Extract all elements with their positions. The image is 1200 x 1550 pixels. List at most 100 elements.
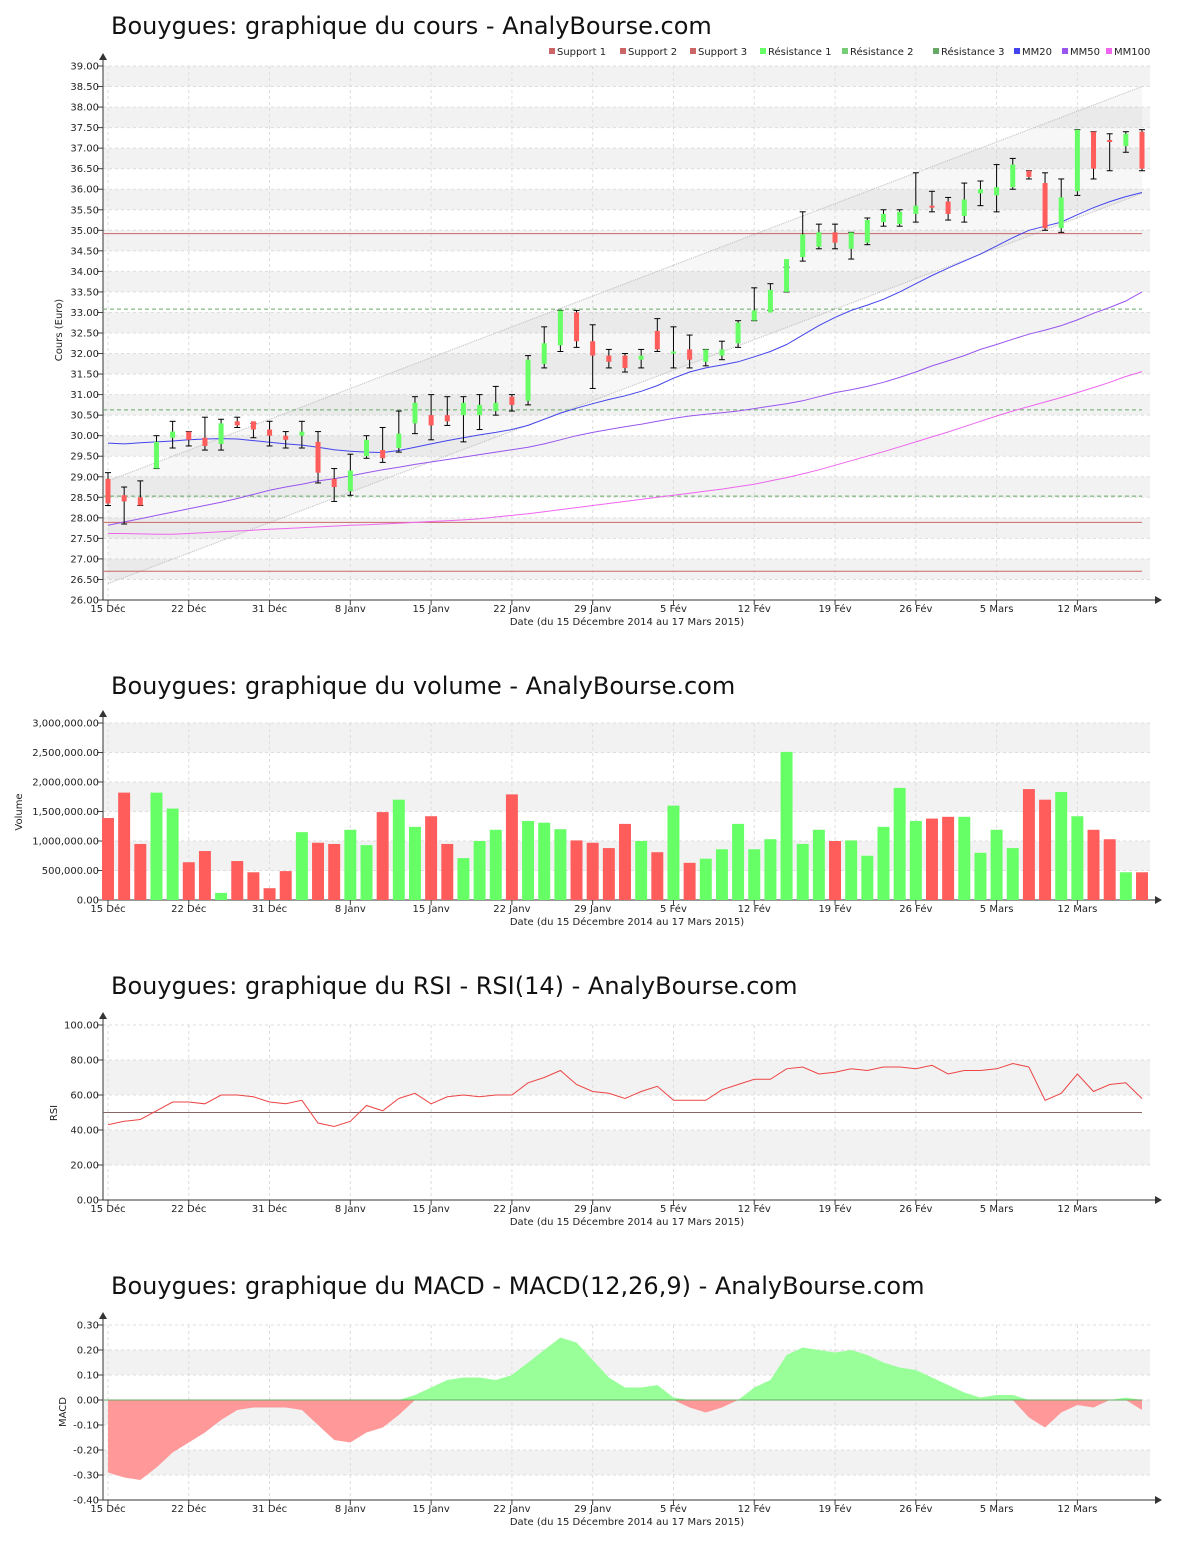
price-grid-band	[103, 189, 1150, 210]
price-candle	[1122, 131, 1129, 153]
candle-body	[881, 213, 886, 223]
legend-label: MM20	[1022, 47, 1052, 58]
macd-x-tick-label: 5 Mars	[980, 1504, 1014, 1515]
price-candle	[1058, 178, 1065, 233]
candle-body	[380, 450, 386, 459]
volume-bar	[683, 862, 696, 900]
price-candle	[185, 431, 192, 447]
macd-x-tick-label: 29 Janv	[574, 1504, 611, 1515]
rsi-y-tick-label: 100.00	[64, 1021, 99, 1032]
macd-y-axis-arrow	[99, 1312, 107, 1319]
price-candle	[411, 396, 418, 435]
price-grid-band	[103, 312, 1150, 333]
candle-body	[170, 431, 176, 438]
price-y-tick-label: 35.00	[70, 226, 99, 237]
rsi-x-tick-label: 31 Déc	[252, 1203, 287, 1215]
price-y-tick-label: 37.50	[70, 123, 99, 134]
volume-bar	[457, 858, 470, 900]
rsi-x-tick-label: 12 Mars	[1057, 1204, 1097, 1215]
volume-x-tick-label: 26 Fév	[899, 903, 932, 915]
price-candle	[363, 435, 370, 459]
rsi-x-tick-label: 15 Janv	[413, 1204, 450, 1215]
candle-body	[218, 423, 224, 444]
price-candle	[848, 231, 855, 260]
volume-bar	[150, 792, 163, 900]
macd-x-axis-label: Date (du 15 Décembre 2014 au 17 Mars 201…	[510, 1516, 744, 1528]
price-y-tick-label: 28.50	[70, 493, 99, 504]
candle-body	[186, 431, 192, 440]
price-y-axis-label: Cours (Euro)	[54, 299, 65, 362]
price-x-axis-label: Date (du 15 Décembre 2014 au 17 Mars 201…	[510, 616, 744, 628]
price-x-tick-label: 19 Fév	[818, 603, 851, 615]
rsi-x-tick-label: 15 Déc	[90, 1203, 125, 1215]
price-grid-band	[103, 107, 1150, 128]
candle-body	[864, 220, 870, 243]
macd-grid-band	[103, 1450, 1150, 1475]
price-candle	[928, 190, 935, 213]
price-y-tick-label: 33.00	[70, 308, 99, 319]
candle-body	[1091, 131, 1097, 169]
price-legend-item: Résistance 1	[760, 46, 831, 58]
volume-bar	[118, 792, 131, 900]
price-x-tick-label: 31 Déc	[252, 603, 287, 615]
volume-bar	[441, 843, 454, 900]
candle-body	[606, 355, 612, 362]
price-candle	[508, 394, 515, 412]
candle-body	[267, 429, 273, 436]
price-candle	[686, 334, 693, 369]
volume-bar	[554, 829, 567, 900]
volume-bar	[958, 816, 971, 900]
price-candle	[379, 426, 386, 463]
volume-x-axis-label: Date (du 15 Décembre 2014 au 17 Mars 201…	[510, 916, 744, 928]
macd-x-axis-arrow	[1155, 1496, 1162, 1504]
legend-label: Résistance 1	[768, 46, 831, 58]
volume-bar	[619, 823, 631, 900]
macd-y-tick-label: 0.10	[77, 1371, 99, 1382]
volume-bar	[408, 826, 421, 900]
macd-x-tick-label: 12 Fév	[738, 1503, 771, 1515]
price-grid-band	[103, 558, 1150, 580]
volume-bar	[732, 823, 745, 900]
price-y-tick-label: 32.00	[70, 349, 99, 360]
volume-bar	[473, 841, 486, 900]
price-y-tick-label: 35.50	[70, 205, 99, 216]
legend-swatch	[690, 48, 696, 54]
price-mm100-line	[108, 371, 1143, 535]
price-candle	[832, 223, 839, 250]
candle-body	[412, 402, 418, 424]
volume-bar	[877, 826, 890, 900]
candle-body	[1107, 139, 1113, 142]
candle-body	[477, 404, 483, 416]
candle-body	[638, 355, 644, 360]
rsi-y-tick-label: 80.00	[70, 1056, 99, 1067]
volume-x-tick-label: 15 Janv	[413, 904, 450, 915]
macd-y-axis-label: MACD	[58, 1397, 69, 1427]
price-candle	[751, 287, 758, 322]
price-mm20-line	[107, 192, 1143, 454]
price-candle	[492, 385, 499, 416]
rsi-y-tick-label: 40.00	[70, 1126, 99, 1137]
candle-body	[945, 201, 951, 214]
volume-bar	[295, 832, 308, 900]
volume-bar	[602, 848, 615, 900]
price-x-tick-label: 22 Janv	[493, 604, 530, 615]
price-candle	[993, 164, 1000, 213]
legend-swatch	[1062, 48, 1068, 54]
volume-bar	[328, 843, 341, 900]
legend-swatch	[933, 48, 939, 54]
volume-bar	[586, 842, 599, 900]
macd-x-tick-label: 15 Déc	[90, 1503, 125, 1515]
volume-x-tick-label: 12 Mars	[1057, 904, 1097, 915]
rsi-x-axis-arrow	[1155, 1196, 1162, 1204]
candle-body	[832, 232, 838, 243]
rsi-y-axis-arrow	[99, 1012, 107, 1019]
candle-body	[622, 355, 628, 368]
candle-body	[493, 402, 499, 412]
price-candle	[1025, 170, 1032, 180]
volume-x-tick-label: 22 Déc	[171, 903, 206, 915]
price-candle	[105, 472, 111, 507]
price-mm50-line	[107, 291, 1143, 526]
price-candle	[638, 348, 645, 369]
price-candle	[137, 480, 144, 507]
candle-body	[234, 421, 240, 426]
